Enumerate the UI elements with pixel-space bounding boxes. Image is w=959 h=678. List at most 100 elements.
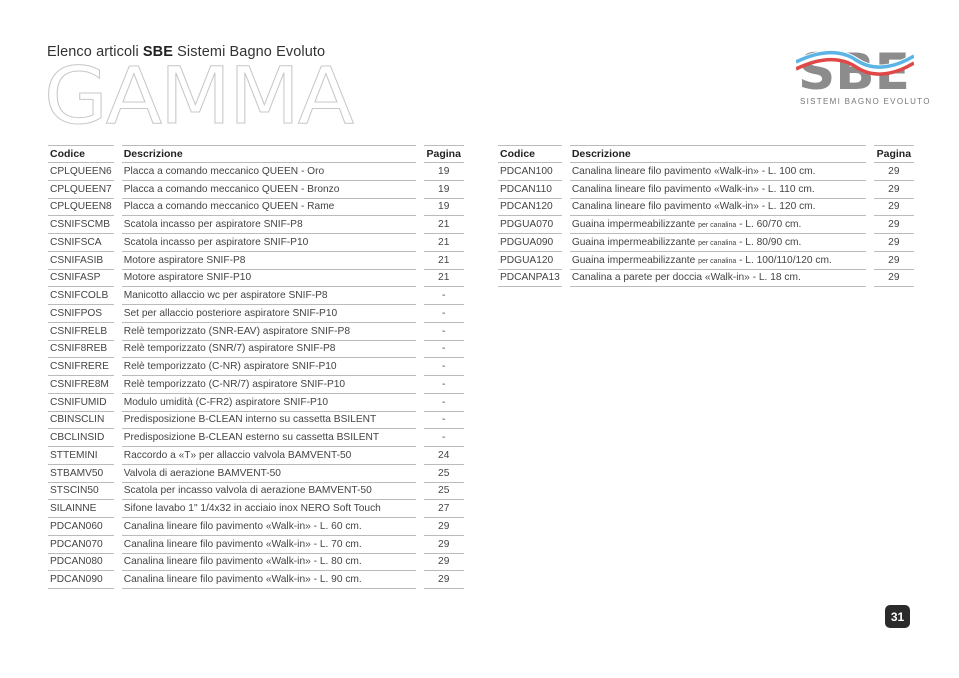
article-page: - xyxy=(423,358,464,376)
article-description: Scatola per incasso valvola di aerazione… xyxy=(121,483,416,501)
article-code: CSNIFUMID xyxy=(48,394,114,412)
article-page: 29 xyxy=(873,163,914,181)
description-text: Motore aspiratore SNIF-P8 xyxy=(123,254,246,266)
article-code: PDGUA120 xyxy=(498,252,562,270)
article-page: - xyxy=(423,323,464,341)
article-page: 29 xyxy=(873,234,914,252)
description-text: Relè temporizzato (SNR/7) aspiratore SNI… xyxy=(123,343,336,355)
description-text: Predisposizione B-CLEAN interno su casse… xyxy=(123,414,377,426)
articles-table-left: Codice Descrizione Pagina CPLQUEEN6 Placc… xyxy=(40,145,472,589)
description-suffix: - L. 80/90 cm. xyxy=(736,236,802,248)
table-row: PDCAN110 Canalina lineare filo pavimento … xyxy=(498,181,914,199)
description-text: Relè temporizzato (C-NR/7) aspiratore SN… xyxy=(123,378,346,390)
description-note: per canalina xyxy=(698,257,737,265)
article-description: Scatola incasso per aspiratore SNIF-P10 xyxy=(121,234,416,252)
table-row: PDCAN120 Canalina lineare filo pavimento … xyxy=(498,199,914,217)
article-page: - xyxy=(423,429,464,447)
description-note: per canalina xyxy=(698,239,737,247)
article-code: PDCAN110 xyxy=(498,181,562,199)
subtitle-brand: SBE xyxy=(142,44,174,60)
article-page: 19 xyxy=(423,163,464,181)
article-description: Placca a comando meccanico QUEEN - Oro xyxy=(121,163,416,181)
article-page: 29 xyxy=(423,536,464,554)
article-description: Manicotto allaccio wc per aspiratore SNI… xyxy=(121,287,416,305)
table-row: CSNIFSCMB Scatola incasso per aspiratore … xyxy=(48,216,464,234)
table-row: STBAMV50 Valvola di aerazione BAMVENT-50 2… xyxy=(48,465,464,483)
table-row: CPLQUEEN6 Placca a comando meccanico QUEE… xyxy=(48,163,464,181)
article-code: PDCAN100 xyxy=(498,163,562,181)
description-text: Guaina impermeabilizzante xyxy=(571,254,699,266)
description-text: Guaina impermeabilizzante xyxy=(571,219,699,231)
header-description: Descrizione xyxy=(569,145,866,163)
article-page: 29 xyxy=(873,216,914,234)
description-text: Predisposizione B-CLEAN esterno su casse… xyxy=(123,432,380,444)
article-description: Scatola incasso per aspiratore SNIF-P8 xyxy=(121,216,416,234)
article-description: Relè temporizzato (C-NR/7) aspiratore SN… xyxy=(121,376,416,394)
article-page: 29 xyxy=(423,571,464,589)
article-page: 29 xyxy=(873,270,914,288)
table-row: PDCANPA13 Canalina a parete per doccia «W… xyxy=(498,270,914,288)
article-code: PDCAN090 xyxy=(48,571,114,589)
table-row: CSNIFRERE Relè temporizzato (C-NR) aspira… xyxy=(48,358,464,376)
article-description: Set per allaccio posteriore aspiratore S… xyxy=(121,305,416,323)
article-code: STSCIN50 xyxy=(48,483,114,501)
table-header: Codice Descrizione Pagina xyxy=(48,145,464,163)
article-page: - xyxy=(423,394,464,412)
article-page: - xyxy=(423,412,464,430)
article-description: Canalina lineare filo pavimento «Walk-in… xyxy=(569,181,866,199)
article-description: Placca a comando meccanico QUEEN - Rame xyxy=(121,199,416,217)
description-text: Scatola incasso per aspiratore SNIF-P10 xyxy=(123,236,309,248)
article-description: Predisposizione B-CLEAN interno su casse… xyxy=(121,412,416,430)
article-page: 21 xyxy=(423,216,464,234)
article-page: 29 xyxy=(873,199,914,217)
description-text: Canalina a parete per doccia «Walk-in» -… xyxy=(571,272,801,284)
article-code: PDCANPA13 xyxy=(498,270,562,288)
article-page: 29 xyxy=(873,252,914,270)
article-description: Motore aspiratore SNIF-P8 xyxy=(121,252,416,270)
article-code: CSNIFASP xyxy=(48,270,114,288)
article-description: Canalina lineare filo pavimento «Walk-in… xyxy=(121,571,416,589)
article-page: 25 xyxy=(423,483,464,501)
article-page: - xyxy=(423,376,464,394)
description-text: Guaina impermeabilizzante xyxy=(571,236,699,248)
article-code: CSNIFRELB xyxy=(48,323,114,341)
article-code: CSNIFCOLB xyxy=(48,287,114,305)
article-description: Raccordo a «T» per allaccio valvola BAMV… xyxy=(121,447,416,465)
article-code: CPLQUEEN7 xyxy=(48,181,114,199)
table-row: CBCLINSID Predisposizione B-CLEAN esterno… xyxy=(48,429,464,447)
table-row: PDGUA070 Guaina impermeabilizzante per ca… xyxy=(498,216,914,234)
article-page: 21 xyxy=(423,234,464,252)
table-row: CSNIFASIB Motore aspiratore SNIF-P8 21 xyxy=(48,252,464,270)
logo-blue-wave xyxy=(796,51,914,69)
table-row: SILAINNE Sifone lavabo 1" 1/4x32 in accia… xyxy=(48,500,464,518)
description-text: Relè temporizzato (C-NR) aspiratore SNIF… xyxy=(123,361,337,373)
article-description: Guaina impermeabilizzante per canalina -… xyxy=(569,252,866,270)
description-note: per canalina xyxy=(698,222,737,230)
article-code: CSNIFASIB xyxy=(48,252,114,270)
article-page: 29 xyxy=(423,518,464,536)
article-description: Motore aspiratore SNIF-P10 xyxy=(121,270,416,288)
article-page: 19 xyxy=(423,199,464,217)
table-row: STTEMINI Raccordo a «T» per allaccio valv… xyxy=(48,447,464,465)
table-row: CSNIFCOLB Manicotto allaccio wc per aspir… xyxy=(48,287,464,305)
description-text: Canalina lineare filo pavimento «Walk-in… xyxy=(123,538,362,550)
article-code: CSNIFRE8M xyxy=(48,376,114,394)
table-row: CSNIFPOS Set per allaccio posteriore aspi… xyxy=(48,305,464,323)
description-text: Modulo umidità (C-FR2) aspiratore SNIF-P… xyxy=(123,396,329,408)
article-page: 29 xyxy=(423,554,464,572)
table-row: PDCAN090 Canalina lineare filo pavimento … xyxy=(48,571,464,589)
table-header: Codice Descrizione Pagina xyxy=(498,145,914,163)
table-row: CSNIFASP Motore aspiratore SNIF-P10 21 xyxy=(48,270,464,288)
article-code: CSNIFRERE xyxy=(48,358,114,376)
article-code: CSNIFSCMB xyxy=(48,216,114,234)
page-number: 31 xyxy=(885,605,910,628)
article-page: 24 xyxy=(423,447,464,465)
article-code: CPLQUEEN8 xyxy=(48,199,114,217)
table-row: CSNIFRE8M Relè temporizzato (C-NR/7) aspi… xyxy=(48,376,464,394)
description-text: Raccordo a «T» per allaccio valvola BAMV… xyxy=(123,449,352,461)
article-page: 19 xyxy=(423,181,464,199)
description-text: Canalina lineare filo pavimento «Walk-in… xyxy=(123,556,362,568)
article-code: SILAINNE xyxy=(48,500,114,518)
description-text: Sifone lavabo 1" 1/4x32 in acciaio inox … xyxy=(123,503,381,515)
article-code: PDCAN060 xyxy=(48,518,114,536)
